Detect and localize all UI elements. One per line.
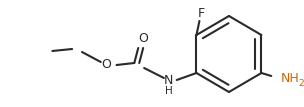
Text: N: N: [164, 74, 174, 88]
Text: O: O: [102, 59, 112, 71]
Text: H: H: [165, 86, 173, 96]
Text: 2: 2: [298, 79, 304, 88]
Text: NH: NH: [281, 71, 300, 85]
Text: F: F: [198, 7, 205, 19]
Text: O: O: [138, 31, 148, 45]
